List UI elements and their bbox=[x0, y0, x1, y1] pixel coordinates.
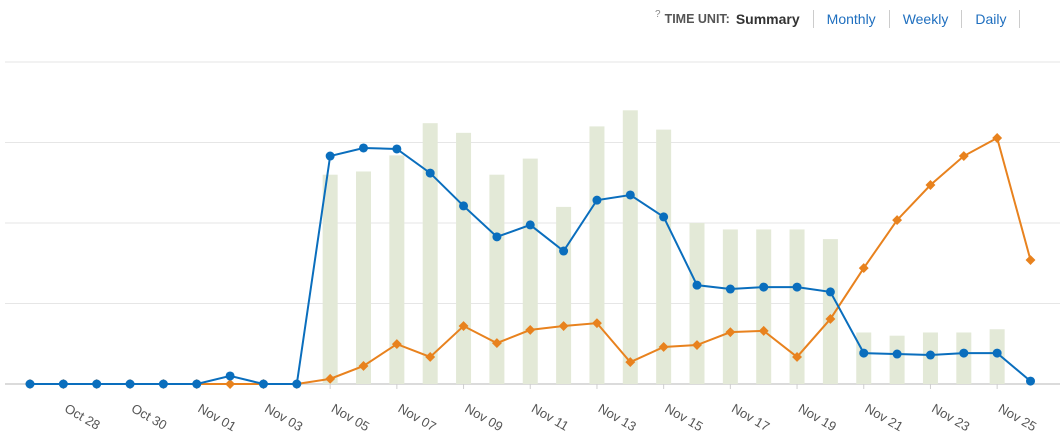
marker bbox=[58, 379, 68, 389]
marker bbox=[625, 190, 635, 200]
x-tick-label: Nov 25 bbox=[996, 401, 1039, 435]
bar bbox=[722, 229, 738, 384]
marker bbox=[1026, 376, 1035, 386]
marker bbox=[859, 348, 869, 358]
marker bbox=[792, 282, 802, 292]
bar bbox=[889, 335, 905, 384]
marker bbox=[458, 321, 469, 331]
time-unit-bar: ? TIME UNIT: Summary Monthly Weekly Daily bbox=[655, 8, 1021, 28]
marker bbox=[925, 180, 936, 190]
marker bbox=[525, 220, 535, 230]
marker bbox=[225, 371, 235, 381]
bar bbox=[322, 174, 338, 384]
marker bbox=[725, 327, 736, 338]
marker bbox=[491, 338, 502, 349]
marker bbox=[559, 246, 569, 256]
marker bbox=[92, 379, 102, 389]
marker bbox=[158, 379, 168, 389]
marker bbox=[425, 352, 436, 362]
marker bbox=[759, 282, 769, 292]
marker bbox=[959, 348, 969, 358]
marker bbox=[858, 263, 869, 274]
marker bbox=[359, 143, 368, 153]
marker bbox=[192, 379, 202, 389]
bar bbox=[789, 229, 805, 384]
x-tick-label: Nov 19 bbox=[796, 401, 839, 435]
marker bbox=[825, 314, 836, 324]
marker bbox=[892, 349, 902, 359]
marker bbox=[525, 324, 536, 335]
bar bbox=[689, 223, 705, 384]
marker bbox=[258, 379, 268, 389]
marker bbox=[325, 373, 336, 384]
marker bbox=[792, 352, 802, 362]
marker bbox=[425, 168, 435, 178]
x-tick-label: Nov 03 bbox=[262, 401, 305, 435]
x-tick-label: Nov 11 bbox=[529, 401, 571, 434]
x-tick-label: Nov 05 bbox=[329, 401, 372, 435]
marker bbox=[958, 151, 969, 161]
bar bbox=[456, 132, 472, 384]
marker bbox=[725, 284, 735, 294]
x-tick-label: Nov 15 bbox=[662, 401, 705, 435]
marker bbox=[692, 280, 702, 290]
marker bbox=[125, 379, 135, 389]
x-tick-label: Oct 28 bbox=[62, 401, 103, 433]
marker bbox=[558, 321, 569, 331]
marker bbox=[1025, 255, 1036, 265]
marker bbox=[459, 201, 469, 211]
x-tick-label: Nov 21 bbox=[863, 401, 906, 435]
bar bbox=[389, 155, 405, 384]
x-tick-label: Nov 07 bbox=[396, 401, 439, 435]
bar bbox=[756, 229, 772, 384]
marker bbox=[358, 361, 369, 371]
marker bbox=[692, 340, 702, 350]
time-unit-option[interactable]: Daily bbox=[962, 10, 1021, 28]
time-unit-option: Summary bbox=[736, 10, 814, 28]
marker bbox=[592, 195, 602, 205]
x-tick-label: Oct 30 bbox=[129, 401, 170, 433]
bar bbox=[956, 332, 972, 384]
bar bbox=[489, 174, 505, 384]
x-tick-label: Nov 09 bbox=[462, 401, 505, 435]
time-unit-option[interactable]: Monthly bbox=[814, 10, 890, 28]
marker bbox=[25, 379, 35, 389]
marker bbox=[592, 318, 602, 329]
bar bbox=[589, 126, 605, 385]
bar bbox=[422, 123, 438, 385]
marker bbox=[492, 232, 502, 242]
bar bbox=[822, 239, 838, 384]
x-tick-label: Nov 13 bbox=[596, 401, 639, 435]
bar bbox=[656, 129, 672, 384]
x-tick-label: Nov 01 bbox=[196, 401, 239, 435]
marker bbox=[992, 133, 1003, 143]
bar bbox=[522, 158, 538, 384]
time-unit-label: TIME UNIT: bbox=[664, 12, 730, 26]
help-icon[interactable]: ? bbox=[655, 8, 661, 20]
marker bbox=[225, 379, 236, 389]
marker bbox=[391, 339, 402, 350]
marker bbox=[325, 151, 335, 161]
time-unit-option[interactable]: Weekly bbox=[890, 10, 963, 28]
marker bbox=[658, 342, 669, 352]
marker bbox=[825, 287, 835, 297]
bar bbox=[856, 332, 872, 384]
marker bbox=[992, 348, 1002, 358]
x-tick-label: Nov 17 bbox=[729, 401, 772, 435]
marker bbox=[625, 357, 636, 368]
marker bbox=[392, 144, 402, 154]
marker bbox=[659, 212, 669, 222]
marker bbox=[758, 325, 769, 336]
x-tick-label: Nov 23 bbox=[929, 401, 972, 435]
marker bbox=[292, 379, 302, 389]
marker bbox=[892, 215, 903, 226]
bar bbox=[622, 110, 638, 385]
bar bbox=[356, 171, 371, 384]
bar bbox=[556, 206, 572, 384]
marker bbox=[925, 350, 935, 360]
